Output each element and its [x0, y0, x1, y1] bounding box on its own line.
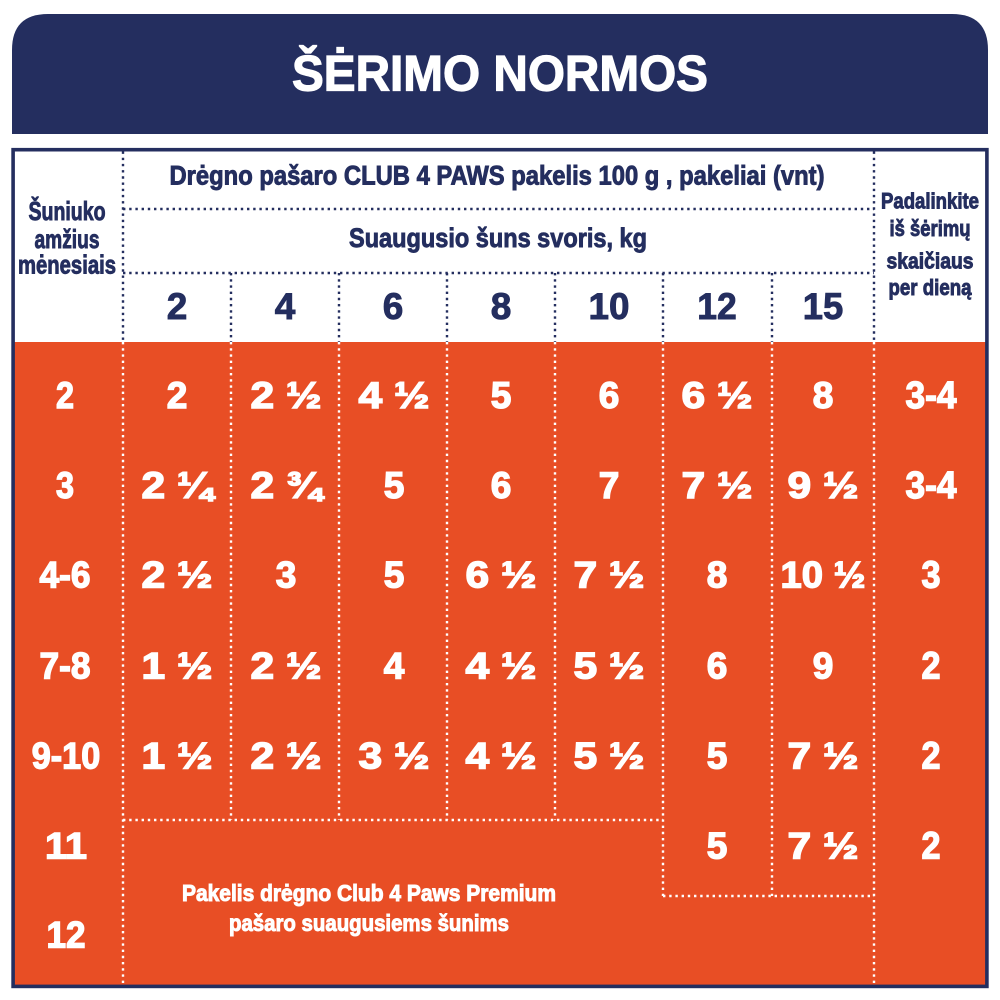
svg-text:8: 8 [707, 555, 728, 596]
svg-text:12: 12 [697, 286, 737, 327]
svg-text:3-4: 3-4 [906, 375, 957, 417]
svg-text:4 ½: 4 ½ [466, 736, 537, 777]
svg-text:8: 8 [813, 375, 834, 416]
svg-text:5: 5 [384, 555, 405, 596]
svg-text:2: 2 [922, 736, 941, 778]
svg-text:9: 9 [813, 646, 834, 687]
svg-text:11: 11 [45, 826, 87, 867]
svg-text:5: 5 [491, 375, 512, 416]
svg-text:5 ½: 5 ½ [574, 646, 645, 687]
svg-text:Pakelis drėgno Club 4 Paws Pre: Pakelis drėgno Club 4 Paws Premium [182, 880, 556, 906]
svg-text:pašaro suaugusiems šunims: pašaro suaugusiems šunims [229, 910, 509, 936]
svg-text:6: 6 [707, 646, 728, 687]
svg-text:6: 6 [599, 375, 620, 416]
svg-text:Šuniuko: Šuniuko [29, 196, 106, 226]
svg-text:mėnesiais: mėnesiais [18, 250, 116, 280]
svg-text:7 ½: 7 ½ [574, 555, 645, 596]
svg-text:5 ½: 5 ½ [574, 736, 645, 777]
svg-text:6 ½: 6 ½ [682, 375, 753, 416]
svg-text:5: 5 [384, 465, 405, 506]
svg-text:2 ¾: 2 ¾ [251, 465, 326, 506]
svg-text:4 ½: 4 ½ [359, 375, 430, 416]
svg-text:3 ½: 3 ½ [359, 736, 430, 777]
svg-text:Drėgno pašaro CLUB 4 PAWS pake: Drėgno pašaro CLUB 4 PAWS pakelis 100 g … [170, 161, 825, 191]
svg-text:7 ½: 7 ½ [788, 826, 859, 867]
svg-text:9-10: 9-10 [32, 736, 101, 777]
svg-text:6: 6 [491, 465, 512, 506]
svg-text:3: 3 [276, 555, 297, 596]
svg-text:1 ½: 1 ½ [142, 646, 213, 687]
svg-text:amžius: amžius [35, 224, 100, 254]
svg-text:6 ½: 6 ½ [466, 555, 537, 596]
svg-text:7: 7 [599, 465, 620, 506]
svg-text:8: 8 [491, 286, 512, 327]
svg-text:10: 10 [589, 286, 630, 327]
svg-text:ŠĖRIMO NORMOS: ŠĖRIMO NORMOS [292, 45, 708, 102]
svg-text:2: 2 [167, 286, 188, 327]
svg-text:6: 6 [383, 286, 404, 327]
svg-text:Padalinkite: Padalinkite [881, 189, 979, 214]
svg-text:2: 2 [56, 375, 74, 416]
svg-text:3: 3 [56, 465, 74, 506]
svg-text:5: 5 [707, 826, 728, 867]
svg-text:4 ½: 4 ½ [466, 646, 537, 687]
svg-text:2 ¼: 2 ¼ [142, 465, 217, 506]
svg-text:2 ½: 2 ½ [251, 736, 322, 777]
svg-text:12: 12 [47, 915, 86, 956]
svg-text:2: 2 [167, 375, 188, 416]
svg-text:4: 4 [384, 646, 405, 687]
svg-text:skaičiaus: skaičiaus [887, 249, 974, 274]
svg-text:2: 2 [922, 646, 941, 688]
svg-text:7 ½: 7 ½ [682, 465, 753, 506]
svg-text:10 ½: 10 ½ [781, 555, 866, 596]
svg-text:15: 15 [803, 286, 844, 327]
svg-text:iš šėrimų: iš šėrimų [890, 216, 971, 241]
svg-text:per dieną: per dieną [889, 275, 973, 300]
svg-text:3-4: 3-4 [906, 465, 957, 507]
svg-text:4: 4 [275, 286, 296, 327]
svg-text:4-6: 4-6 [40, 555, 91, 596]
svg-text:9 ½: 9 ½ [788, 465, 859, 506]
svg-text:2 ½: 2 ½ [142, 555, 213, 596]
svg-text:7 ½: 7 ½ [788, 736, 859, 777]
svg-text:2 ½: 2 ½ [251, 375, 322, 416]
svg-text:2: 2 [922, 826, 941, 868]
svg-text:2 ½: 2 ½ [251, 646, 322, 687]
svg-text:3: 3 [922, 555, 941, 597]
svg-text:7-8: 7-8 [40, 646, 91, 687]
svg-text:1 ½: 1 ½ [142, 736, 213, 777]
svg-text:Suaugusio šuns svoris, kg: Suaugusio šuns svoris, kg [349, 223, 647, 253]
svg-text:5: 5 [707, 736, 728, 777]
